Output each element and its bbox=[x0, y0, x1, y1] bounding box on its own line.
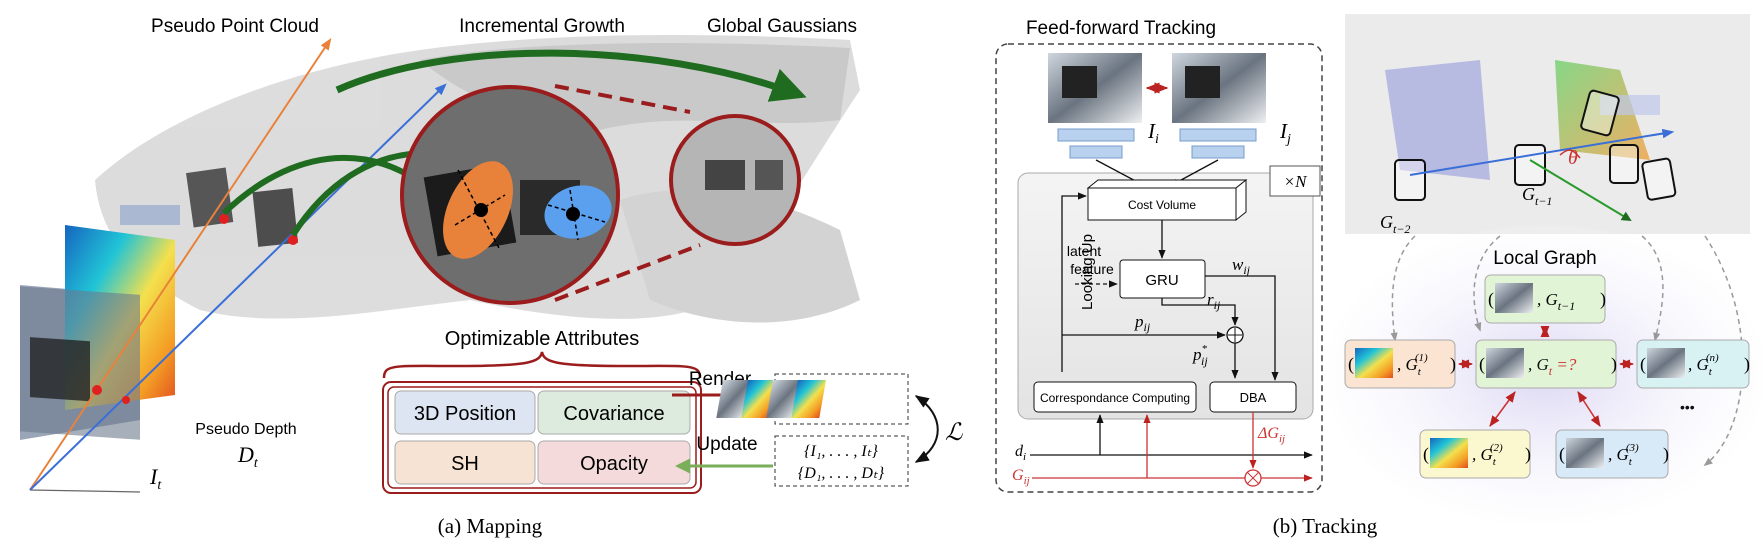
graph-node-center bbox=[1475, 339, 1617, 389]
latent-label: latent bbox=[1067, 243, 1101, 259]
node-3-label: , Gt(3) bbox=[1608, 442, 1639, 468]
encoder-i-bottom bbox=[1069, 145, 1123, 159]
attr-position-box bbox=[394, 390, 536, 435]
zoom-line-bottom bbox=[554, 243, 701, 302]
rendered-frames bbox=[716, 380, 826, 418]
attr-sh-box bbox=[394, 440, 536, 485]
zoom-line-top bbox=[554, 84, 691, 114]
encoder-j-bottom bbox=[1191, 145, 1245, 159]
svg-text:): ) bbox=[1525, 444, 1531, 465]
loss-symbol: ℒ bbox=[945, 420, 963, 446]
set-images: {I₁, . . . , Iₜ} bbox=[804, 443, 878, 460]
svg-text:): ) bbox=[1450, 354, 1456, 375]
attr-covariance: Covariance bbox=[563, 403, 664, 425]
camera-frustum bbox=[20, 38, 447, 493]
title-incremental-growth: Incremental Growth bbox=[459, 16, 625, 37]
update-label: Update bbox=[696, 434, 757, 455]
tracking-scene bbox=[1345, 14, 1750, 234]
p-star-ij: p* ij bbox=[1192, 343, 1208, 368]
local-graph-title: Local Graph bbox=[1493, 248, 1597, 269]
delta-g-label: ΔGij bbox=[1257, 425, 1285, 445]
graph-node-3 bbox=[1555, 429, 1669, 479]
dba-label: DBA bbox=[1240, 390, 1267, 405]
encoder-j-top bbox=[1179, 128, 1257, 142]
svg-text:(: ( bbox=[1640, 354, 1646, 375]
rendered-frames-box bbox=[774, 373, 909, 425]
graph-node-1 bbox=[1344, 339, 1456, 389]
global-circle bbox=[669, 114, 801, 246]
graph-node-prev bbox=[1484, 274, 1606, 324]
correspondence-label: Correspondance Computing bbox=[1040, 391, 1190, 405]
svg-text:): ) bbox=[1744, 354, 1750, 375]
brace bbox=[382, 351, 702, 379]
node-prev-label: , Gt−1 bbox=[1537, 290, 1575, 313]
depth-symbol: Dt bbox=[237, 442, 259, 471]
g-ij-label: Gij bbox=[1012, 467, 1030, 487]
tracking-panel: Feed-forward Tracking Ii Ij ×N Cost Volu… bbox=[995, 14, 1762, 538]
incremental-circle bbox=[400, 85, 620, 305]
ff-tracking-box bbox=[995, 43, 1323, 493]
set-depths: {D₁, . . . , Dₜ} bbox=[798, 465, 885, 482]
pseudo-depth-label: Pseudo Depth bbox=[195, 421, 296, 438]
attr-sh: SH bbox=[451, 453, 479, 475]
ff-tracking-title: Feed-forward Tracking bbox=[1026, 18, 1216, 39]
label-ij: Ij bbox=[1279, 119, 1291, 147]
svg-text:(: ( bbox=[1479, 354, 1485, 375]
cost-volume-box bbox=[1086, 178, 1248, 222]
graph-node-2 bbox=[1419, 429, 1531, 479]
caption-tracking: (b) Tracking bbox=[1273, 514, 1378, 538]
node-n-label: , Gt(n) bbox=[1688, 352, 1719, 378]
w-ij: wij bbox=[1232, 255, 1251, 277]
attributes-outer-box bbox=[382, 381, 702, 494]
feature-label: feature bbox=[1070, 261, 1114, 277]
svg-text:): ) bbox=[1663, 444, 1669, 465]
mapping-panel: Pseudo Point Cloud Incremental Growth Gl… bbox=[20, 16, 963, 538]
green-arrow-top bbox=[335, 49, 807, 102]
p-ij: pij bbox=[1134, 312, 1151, 334]
attr-opacity: Opacity bbox=[580, 453, 648, 475]
gru-label: GRU bbox=[1145, 272, 1178, 289]
node-1-label: , Gt(1) bbox=[1397, 352, 1428, 378]
svg-text:(: ( bbox=[1348, 354, 1354, 375]
svg-text:): ) bbox=[1611, 354, 1617, 375]
image-symbol: It bbox=[149, 464, 162, 493]
attr-position: 3D Position bbox=[414, 403, 516, 425]
graph-ellipsis: ••• bbox=[1680, 399, 1695, 415]
svg-text:): ) bbox=[1600, 289, 1606, 310]
loss-arrow bbox=[914, 395, 939, 463]
svg-text:(: ( bbox=[1423, 444, 1429, 465]
g-t2-label: Gt−2 bbox=[1380, 212, 1410, 236]
g-t1-label: Gt−1 bbox=[1522, 184, 1552, 208]
correspondence-box bbox=[1033, 381, 1197, 413]
svg-text:(: ( bbox=[1559, 444, 1565, 465]
encoder-i-top bbox=[1057, 128, 1135, 142]
title-global-gaussians: Global Gaussians bbox=[707, 16, 857, 37]
times-n-box bbox=[1269, 165, 1321, 197]
title-pseudo-point-cloud: Pseudo Point Cloud bbox=[151, 16, 319, 37]
graph-node-n bbox=[1636, 339, 1750, 389]
optimizable-title: Optimizable Attributes bbox=[445, 328, 640, 350]
label-ii: Ii bbox=[1147, 119, 1159, 147]
svg-text:(: ( bbox=[1488, 289, 1494, 310]
caption-mapping: (a) Mapping bbox=[438, 514, 543, 538]
cost-volume-label: Cost Volume bbox=[1128, 198, 1196, 212]
d-i-label: di bbox=[1015, 443, 1026, 463]
attr-covariance-box bbox=[537, 390, 691, 435]
node-center-label: , Gt =? bbox=[1528, 355, 1577, 378]
gt-frames-box bbox=[774, 435, 909, 487]
looking-up-label: Looking Up bbox=[1079, 234, 1096, 310]
times-n: ×N bbox=[1284, 172, 1308, 191]
node-2-label: , Gt(2) bbox=[1472, 442, 1503, 468]
theta-label: θ bbox=[1568, 147, 1578, 169]
attr-opacity-box bbox=[537, 440, 691, 485]
